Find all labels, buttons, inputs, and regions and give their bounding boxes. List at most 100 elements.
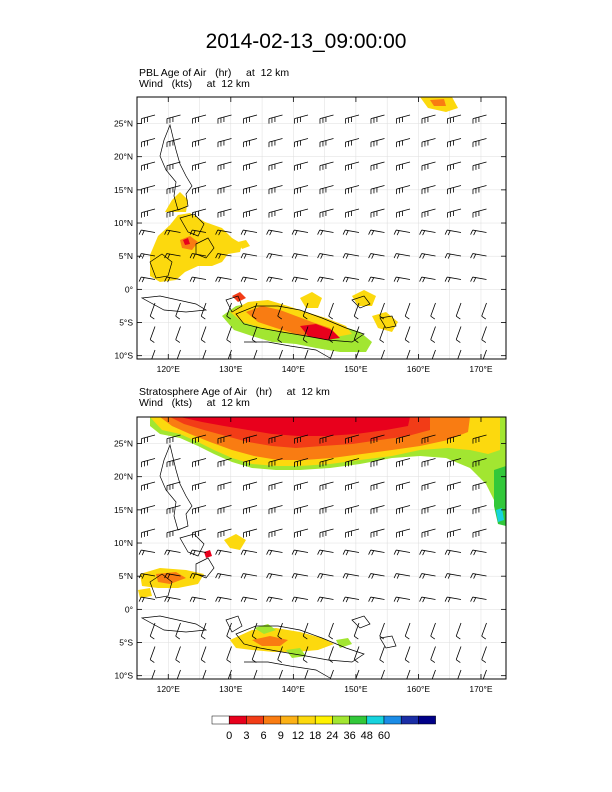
wind-barb bbox=[482, 669, 487, 679]
wind-barb bbox=[319, 114, 334, 124]
wind-barb bbox=[266, 253, 283, 259]
wind-barb bbox=[291, 253, 309, 259]
colorbar-swatch bbox=[246, 715, 264, 725]
map1-field-small-yellow bbox=[238, 240, 250, 249]
wind-barb bbox=[189, 253, 207, 259]
wind-barb bbox=[472, 114, 487, 124]
map1-field-orange-west bbox=[232, 292, 246, 302]
wind-barb bbox=[455, 326, 462, 343]
wind-barb bbox=[268, 458, 283, 468]
wind-barb bbox=[302, 302, 309, 320]
lon-tick-label: 140°E bbox=[282, 684, 306, 694]
wind-barb bbox=[141, 185, 156, 195]
wind-barb bbox=[243, 185, 258, 195]
colorbar-swatch bbox=[366, 715, 385, 725]
wind-barb bbox=[447, 528, 462, 538]
wind-barb bbox=[379, 326, 385, 343]
wind-barb bbox=[166, 434, 181, 444]
wind-barb bbox=[138, 596, 156, 603]
wind-barb bbox=[141, 481, 156, 491]
wind-barb bbox=[368, 596, 385, 603]
wind-barb bbox=[151, 669, 156, 679]
lat-tick-label: 5°S bbox=[119, 318, 133, 328]
wind-barb bbox=[251, 302, 258, 320]
wind-barb bbox=[304, 349, 309, 359]
colorbar-label: 48 bbox=[361, 730, 373, 742]
wind-barb bbox=[215, 229, 232, 236]
wind-barb bbox=[243, 208, 258, 218]
map1-field-east-yellow bbox=[300, 292, 322, 308]
wind-barb bbox=[470, 276, 487, 283]
map-panel-strat: 120°E 130°E 140°E 150°E 160°E 170°E 25°N 20°N 15… bbox=[114, 416, 507, 694]
wind-barb bbox=[379, 302, 385, 320]
wind-barb bbox=[345, 458, 360, 468]
wind-barb bbox=[396, 114, 411, 124]
lat-tick-label: 10°N bbox=[114, 538, 133, 548]
wind-barb bbox=[189, 573, 207, 579]
wind-barb bbox=[141, 208, 156, 218]
wind-barb bbox=[217, 505, 232, 515]
wind-barb bbox=[175, 302, 181, 320]
wind-barb bbox=[268, 161, 283, 171]
wind-barb bbox=[379, 622, 385, 640]
lat-tick-label: 25°N bbox=[114, 439, 133, 449]
wind-barb bbox=[419, 229, 436, 236]
wind-barb bbox=[472, 458, 487, 468]
wind-barb bbox=[317, 229, 334, 236]
wind-barb bbox=[421, 208, 436, 218]
wind-barb bbox=[240, 253, 258, 259]
wind-barb bbox=[266, 229, 283, 236]
wind-barb bbox=[217, 185, 232, 195]
wind-barb bbox=[217, 114, 232, 124]
wind-barb bbox=[447, 208, 462, 218]
lat-tick-label: 20°N bbox=[114, 152, 133, 162]
wind-barb bbox=[447, 185, 462, 195]
wind-barb bbox=[294, 481, 309, 491]
wind-barb bbox=[404, 646, 411, 663]
lon-tick-label: 120°E bbox=[157, 364, 181, 374]
wind-barb bbox=[319, 185, 334, 195]
wind-barb bbox=[396, 458, 411, 468]
wind-barb bbox=[370, 505, 385, 515]
wind-barb bbox=[141, 528, 156, 538]
wind-barb bbox=[444, 276, 462, 283]
colorbar-swatch bbox=[349, 715, 368, 725]
wind-barb bbox=[370, 434, 385, 444]
wind-barb bbox=[189, 229, 207, 236]
wind-barb bbox=[380, 669, 385, 679]
wind-barb bbox=[481, 302, 487, 320]
lat-tick-label: 10°S bbox=[114, 671, 133, 681]
map2-wind-label: Wind (kts) at 12 km bbox=[139, 397, 250, 409]
wind-barb bbox=[240, 276, 258, 283]
colorbar-swatch bbox=[400, 715, 419, 725]
colorbar-swatch bbox=[383, 715, 402, 725]
wind-barb bbox=[240, 573, 258, 579]
wind-barb bbox=[294, 434, 309, 444]
wind-barb bbox=[166, 114, 181, 124]
wind-barb bbox=[472, 505, 487, 515]
wind-barb bbox=[243, 138, 258, 148]
wind-barb bbox=[215, 573, 232, 579]
wind-barb bbox=[200, 646, 207, 663]
wind-barb bbox=[243, 161, 258, 171]
wind-barb bbox=[472, 161, 487, 171]
wind-barb bbox=[217, 528, 232, 538]
lon-tick-label: 160°E bbox=[407, 684, 431, 694]
wind-barb bbox=[430, 302, 436, 320]
wind-barb bbox=[345, 161, 360, 171]
wind-barb bbox=[319, 138, 334, 148]
wind-barb bbox=[215, 596, 232, 603]
wind-barb bbox=[396, 434, 411, 444]
wind-barb bbox=[353, 622, 360, 640]
wind-barb bbox=[472, 481, 487, 491]
wind-barb bbox=[268, 505, 283, 515]
wind-barb bbox=[175, 646, 181, 663]
wind-barb bbox=[404, 622, 411, 640]
wind-barb bbox=[215, 253, 232, 259]
wind-barb bbox=[149, 646, 156, 663]
wind-barb bbox=[268, 185, 283, 195]
wind-barb bbox=[176, 349, 181, 359]
wind-barb bbox=[319, 481, 334, 491]
wind-barb bbox=[164, 253, 181, 259]
